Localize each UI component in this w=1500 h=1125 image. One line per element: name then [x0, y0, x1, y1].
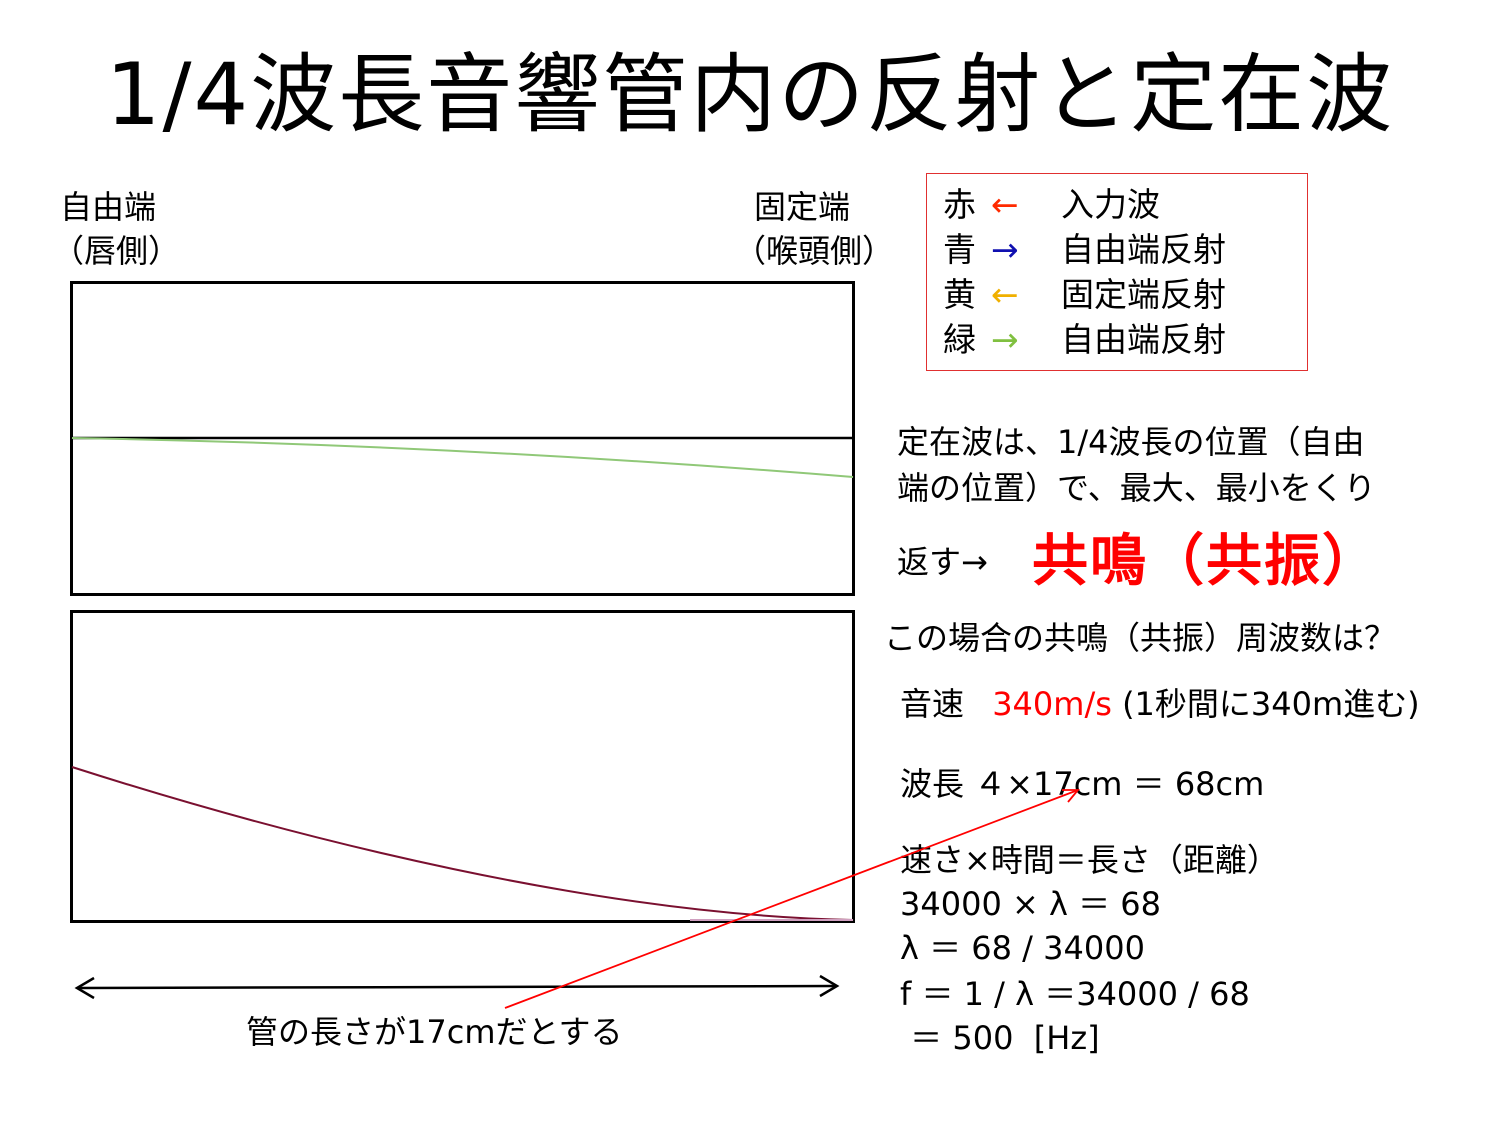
- formula-line-2: 34000 × λ ＝ 68: [900, 885, 1161, 923]
- legend-row-blue: 青 → 自由端反射: [943, 227, 1307, 272]
- page-title: 1/4波長音響管内の反射と定在波: [105, 45, 1395, 145]
- lower-wave-curve: [71, 766, 854, 921]
- legend-box: 赤 ← 入力波 青 → 自由端反射 黄 ← 固定端反射 緑 → 自由端反射: [926, 173, 1308, 371]
- legend-color-word: 赤: [943, 185, 976, 224]
- note-line-3: 返す→: [897, 543, 988, 581]
- legend-color-word: 黄: [943, 275, 976, 314]
- formula-line-3: λ ＝ 68 / 34000: [900, 929, 1145, 967]
- legend-color-word: 緑: [943, 320, 976, 359]
- left-arrow-icon: ←: [991, 275, 1019, 314]
- sound-speed-label: 音速: [900, 685, 965, 723]
- note-line-1: 定在波は、1/4波長の位置（自由: [897, 423, 1365, 461]
- legend-color-word: 青: [943, 230, 976, 269]
- question-text: この場合の共鳴（共振）周波数は？: [884, 619, 1397, 657]
- formula-line-1: 速さ×時間＝長さ（距離）: [900, 841, 1279, 879]
- wavelength-line: 波長 ４×17cm ＝ 68cm: [900, 765, 1265, 803]
- free-end-sub: （唇側）: [52, 232, 181, 270]
- right-arrow-icon: →: [991, 320, 1019, 359]
- legend-text: 自由端反射: [1061, 230, 1226, 269]
- formula-line-5: ＝ 500 [Hz]: [900, 1019, 1100, 1057]
- sound-speed-value: 340m/s: [992, 685, 1112, 723]
- fixed-end-sub: （喉頭側）: [734, 232, 895, 270]
- pointer-arrow: [504, 789, 1080, 1009]
- left-arrow-icon: ←: [991, 185, 1019, 224]
- formula-line-4: f ＝ 1 / λ ＝34000 / 68: [900, 975, 1250, 1013]
- arrow-right-head-icon: [819, 974, 840, 998]
- legend-row-green: 緑 → 自由端反射: [943, 317, 1307, 362]
- tube-length-label: 管の長さが17cmだとする: [246, 1013, 623, 1051]
- legend-text: 固定端反射: [1061, 275, 1226, 314]
- legend-text: 自由端反射: [1061, 320, 1226, 359]
- fixed-end-label: 固定端: [754, 188, 851, 226]
- legend-row-yellow: 黄 ← 固定端反射: [943, 272, 1307, 317]
- free-end-label: 自由端: [60, 188, 157, 226]
- right-arrow-icon: →: [991, 230, 1019, 269]
- pointer-head-icon: [1062, 789, 1080, 803]
- arrow-left-head-icon: [74, 976, 95, 1000]
- legend-text: 入力波: [1061, 185, 1160, 224]
- tube-length-arrow: [74, 974, 840, 1000]
- sound-speed-note: (1秒間に340m進む): [1122, 685, 1420, 723]
- resonance-highlight: 共鳴（共振）: [1032, 529, 1380, 594]
- legend-row-red: 赤 ← 入力波: [943, 182, 1307, 227]
- note-line-2: 端の位置）で、最大、最小をくり: [897, 469, 1376, 507]
- upper-wave-curve: [71, 437, 854, 478]
- sound-speed-line: 音速 340m/s (1秒間に340m進む): [900, 682, 1420, 726]
